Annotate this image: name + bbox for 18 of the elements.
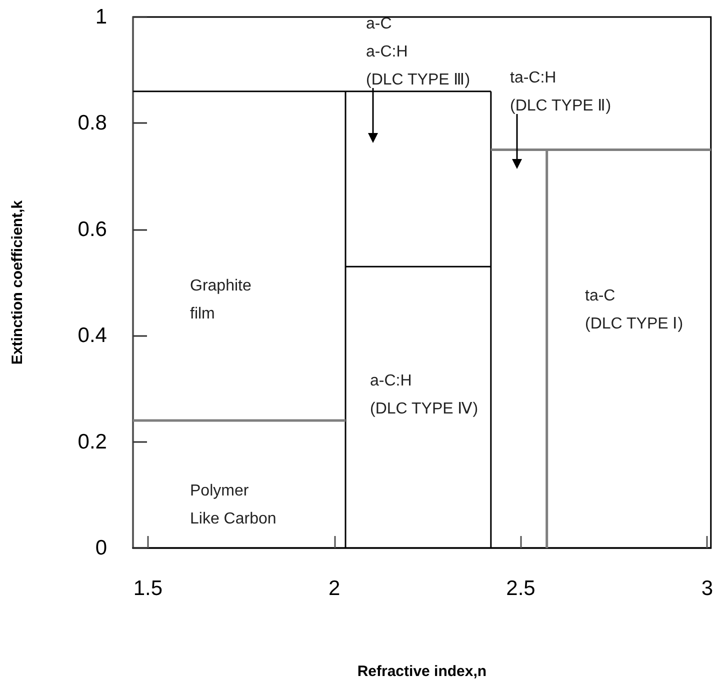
annotation: a-C:H (DLC TYPE Ⅳ) bbox=[370, 372, 478, 418]
annotation: a-C a-C:H (DLC TYPE Ⅲ) bbox=[366, 16, 470, 88]
y-tick-label: 1 bbox=[95, 6, 107, 28]
y-tick-label: 0 bbox=[95, 536, 107, 560]
x-tick-label: 2 bbox=[328, 577, 340, 600]
y-tick-label: 0.8 bbox=[78, 112, 107, 135]
annotation: Graphite film bbox=[190, 278, 252, 322]
annotation: Polymer Like Carbon bbox=[190, 482, 276, 528]
y-axis-title: Extinction coefficient,k bbox=[9, 200, 26, 365]
y-tick-label: 0.2 bbox=[78, 430, 107, 454]
y-tick-label: 0.4 bbox=[78, 324, 108, 348]
annotation: ta-C (DLC TYPE Ⅰ) bbox=[585, 288, 684, 332]
x-tick-label: 1.5 bbox=[133, 577, 163, 600]
x-tick-label: 2.5 bbox=[506, 577, 536, 600]
x-axis-title: Refractive index,n bbox=[357, 663, 487, 680]
y-tick-label: 0.6 bbox=[78, 218, 107, 241]
x-tick-label: 3 bbox=[701, 577, 714, 600]
annotation: ta-C:H (DLC TYPE Ⅱ) bbox=[510, 70, 612, 114]
